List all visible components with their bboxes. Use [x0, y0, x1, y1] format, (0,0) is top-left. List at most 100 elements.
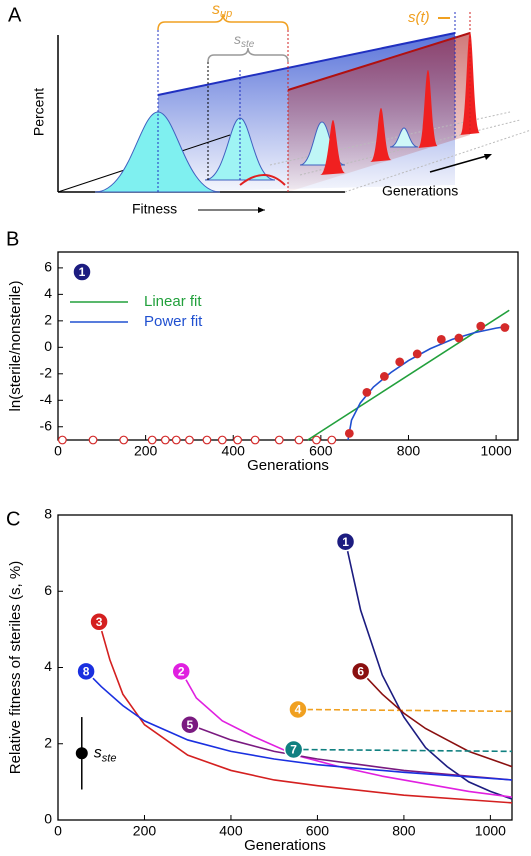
z-label: Generations	[382, 183, 458, 199]
x-tick-label: 0	[54, 823, 62, 839]
error-point	[75, 747, 88, 760]
x-tick-label: 400	[219, 823, 243, 839]
badge	[335, 531, 356, 552]
arrow	[429, 154, 491, 173]
x-tick-label: 1000	[475, 823, 506, 839]
badge-label: 8	[83, 664, 90, 678]
data-point	[119, 435, 129, 445]
y-tick-label: 4	[44, 658, 52, 674]
series-line	[297, 708, 513, 713]
data-point	[294, 435, 304, 445]
panel-a: A sup sste s(t) Percent Fitness	[8, 1, 531, 217]
x-tick-label: 1000	[481, 443, 512, 459]
x-axis-label: Generations	[247, 457, 329, 474]
distribution	[389, 127, 419, 148]
y-tick-label: 2	[44, 312, 52, 328]
y-tick-label: 4	[44, 285, 52, 301]
y-axis-label: ln(sterile/nonsterile)	[7, 281, 24, 412]
data-point	[147, 435, 157, 445]
data-point	[379, 372, 389, 381]
badge-label: 7	[290, 743, 297, 757]
y-tick-label: -6	[40, 417, 53, 433]
x-tick-label: 800	[397, 443, 421, 459]
brace	[207, 47, 289, 63]
x-tick-label: 800	[392, 823, 416, 839]
x-label: Fitness	[132, 201, 177, 217]
y-axis-label: Relative fitness of steriles (s, %)	[7, 561, 24, 774]
data-point	[57, 435, 67, 445]
data-point	[327, 435, 337, 445]
series-line	[189, 723, 513, 781]
data-point	[233, 435, 243, 445]
data-point	[454, 333, 464, 343]
s-ste: sste	[234, 31, 255, 50]
sterile-peak	[370, 108, 392, 162]
data-point	[217, 435, 227, 445]
data-point	[185, 435, 194, 445]
panel-letter: A	[8, 4, 22, 26]
badge-label: 1	[342, 535, 349, 549]
x-tick-label: 600	[309, 443, 333, 459]
badge-label: 2	[178, 664, 185, 678]
series-line	[180, 670, 513, 798]
badge	[180, 714, 200, 735]
s-up: sup	[212, 1, 232, 20]
x-tick-label: 400	[222, 443, 246, 459]
y-tick-label: -4	[40, 391, 53, 407]
badge	[283, 739, 304, 760]
x-tick-label: 600	[306, 823, 330, 839]
legend-label: Power fit	[144, 313, 203, 330]
badge	[350, 661, 371, 682]
data-point	[312, 435, 321, 445]
data-point	[500, 323, 510, 332]
x-axis-label: Generations	[244, 837, 326, 851]
guides	[157, 12, 471, 192]
data-point	[171, 435, 181, 445]
y-tick-label: 0	[44, 338, 52, 354]
badge-label: 6	[357, 664, 364, 678]
y-tick-label: 6	[44, 259, 52, 275]
plane-edge	[157, 32, 456, 96]
y-tick-label: 0	[44, 811, 52, 827]
sterile-peak	[460, 32, 480, 135]
badge-label: 3	[96, 615, 103, 629]
series-line	[293, 748, 513, 753]
series-line	[360, 670, 513, 768]
data-point	[160, 435, 170, 445]
y-tick-label: 6	[44, 582, 52, 598]
series-line	[347, 325, 510, 441]
series-line	[85, 670, 513, 781]
arrow-head	[484, 154, 492, 160]
y-label: Percent	[31, 88, 47, 136]
series-line	[344, 541, 513, 800]
annotation: sste	[94, 745, 117, 765]
badge	[288, 699, 308, 720]
annotation-main: s	[94, 745, 102, 762]
brace	[157, 13, 289, 31]
shift-arrow	[239, 174, 286, 186]
data-point	[274, 435, 284, 445]
data-point	[362, 387, 372, 397]
series-line	[98, 621, 513, 804]
x-tick-label: 0	[54, 443, 62, 459]
data-point	[88, 435, 98, 445]
plane-edge	[287, 32, 471, 91]
data-point	[395, 357, 405, 367]
panel-letter: C	[6, 508, 20, 530]
data-point	[436, 334, 446, 344]
s-t: s(t)	[408, 9, 430, 26]
data-point	[344, 428, 354, 438]
data-point	[476, 321, 486, 331]
data-point	[202, 435, 212, 445]
y-tick-label: 2	[44, 734, 52, 750]
x-tick-label: 200	[133, 823, 157, 839]
x-tick-label: 200	[134, 443, 158, 459]
y-tick-label: 8	[44, 506, 52, 522]
badge-label: 5	[187, 718, 194, 732]
badge	[171, 661, 191, 682]
data-point	[250, 435, 260, 445]
badge	[72, 262, 92, 282]
legend-label: Linear fit	[144, 293, 202, 310]
sterile-peak	[418, 70, 438, 148]
badge	[89, 612, 109, 632]
